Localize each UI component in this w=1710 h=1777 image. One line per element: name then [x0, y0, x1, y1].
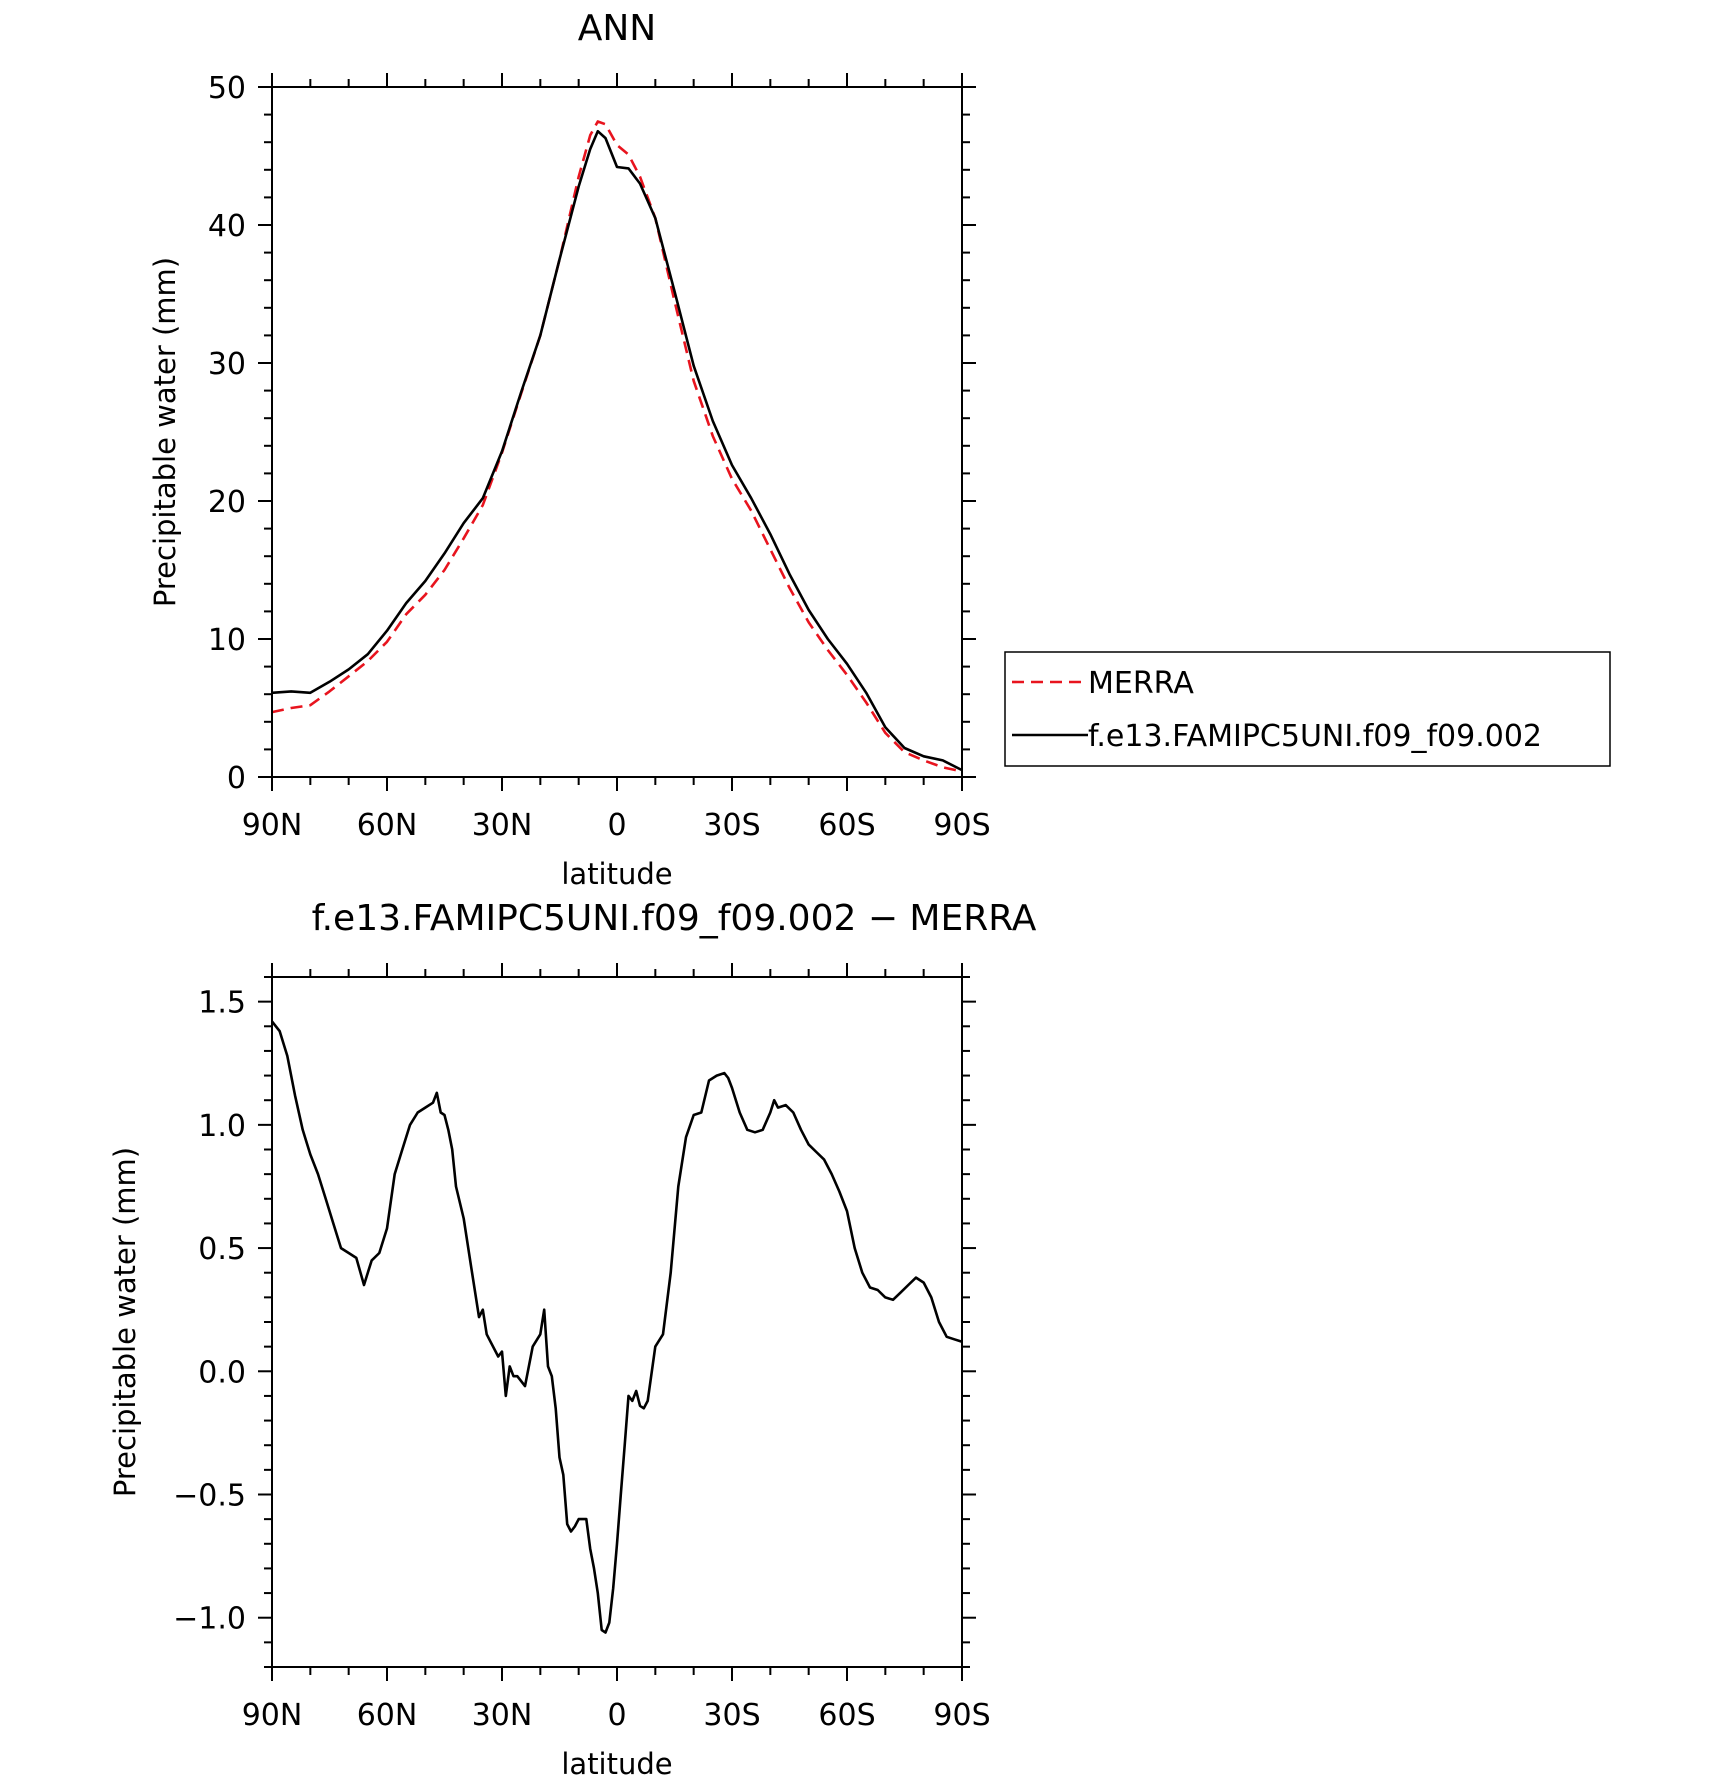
- bottom-plot-frame: [271, 976, 963, 1668]
- top-x-tick-label-6: 90S: [933, 808, 990, 843]
- top-y-tick-label-0: 0: [227, 761, 246, 796]
- bottom-y-tick-label-2: 0.0: [198, 1355, 246, 1390]
- bottom-x-tick-label-2: 30N: [472, 1698, 533, 1733]
- bottom-y-tick-label-5: 1.5: [198, 986, 246, 1021]
- top-x-tick-label-1: 60N: [357, 808, 418, 843]
- top-x-tick-label-4: 30S: [703, 808, 760, 843]
- legend-label-model: f.e13.FAMIPC5UNI.f09_f09.002: [1088, 719, 1542, 754]
- top-x-tick-label-3: 0: [607, 808, 626, 843]
- top-y-tick-label-1: 10: [208, 623, 246, 658]
- bottom-x-tick-label-1: 60N: [357, 1698, 418, 1733]
- bottom-x-tick-label-6: 90S: [933, 1698, 990, 1733]
- top-y-tick-label-2: 20: [208, 485, 246, 520]
- bottom-y-tick-label-4: 1.0: [198, 1109, 246, 1144]
- top-x-tick-label-0: 90N: [242, 808, 303, 843]
- top-ticks: 90N 60N 30N 0 30S 60S 90S 0 10 20 30 40 50: [208, 71, 991, 843]
- top-y-axis-label: Precipitable water (mm): [148, 257, 182, 607]
- top-y-tick-label-3: 30: [208, 347, 246, 382]
- legend-box: [1004, 651, 1611, 767]
- bottom-x-tick-label-4: 30S: [703, 1698, 760, 1733]
- top-series-line-0: [271, 120, 963, 773]
- bottom-y-tick-label-0: −1.0: [173, 1602, 246, 1637]
- bottom-panel: f.e13.FAMIPC5UNI.f09_f09.002 − MERRA lat…: [108, 898, 1037, 1777]
- bottom-x-tick-label-5: 60S: [818, 1698, 875, 1733]
- top-x-tick-label-2: 30N: [472, 808, 533, 843]
- legend-label-merra: MERRA: [1088, 666, 1194, 701]
- top-x-axis-label: latitude: [561, 857, 672, 891]
- top-panel: ANN latitude Precipitable water (mm) 90N…: [148, 8, 1611, 891]
- top-series: [271, 120, 963, 773]
- bottom-y-tick-label-3: 0.5: [198, 1232, 246, 1267]
- top-y-tick-label-4: 40: [208, 209, 246, 244]
- bottom-series-line-0: [270, 1020, 963, 1634]
- top-series-line-1: [271, 129, 963, 772]
- top-x-tick-label-5: 60S: [818, 808, 875, 843]
- top-y-tick-label-5: 50: [208, 71, 246, 106]
- legend: MERRA f.e13.FAMIPC5UNI.f09_f09.002: [1004, 651, 1611, 767]
- top-plot-frame: [271, 86, 963, 778]
- bottom-y-tick-label-1: −0.5: [173, 1479, 246, 1514]
- bottom-x-tick-label-0: 90N: [242, 1698, 303, 1733]
- bottom-ticks: 90N 60N 30N 0 30S 60S 90S −1.0 −0.5 0.0 0.5 1.0 1.5: [173, 963, 991, 1733]
- bottom-chart-title: f.e13.FAMIPC5UNI.f09_f09.002 − MERRA: [312, 898, 1037, 939]
- bottom-x-axis-label: latitude: [561, 1747, 672, 1777]
- bottom-x-tick-label-3: 0: [607, 1698, 626, 1733]
- bottom-y-axis-label: Precipitable water (mm): [108, 1147, 142, 1497]
- bottom-series: [270, 1020, 963, 1634]
- top-chart-title: ANN: [578, 8, 657, 49]
